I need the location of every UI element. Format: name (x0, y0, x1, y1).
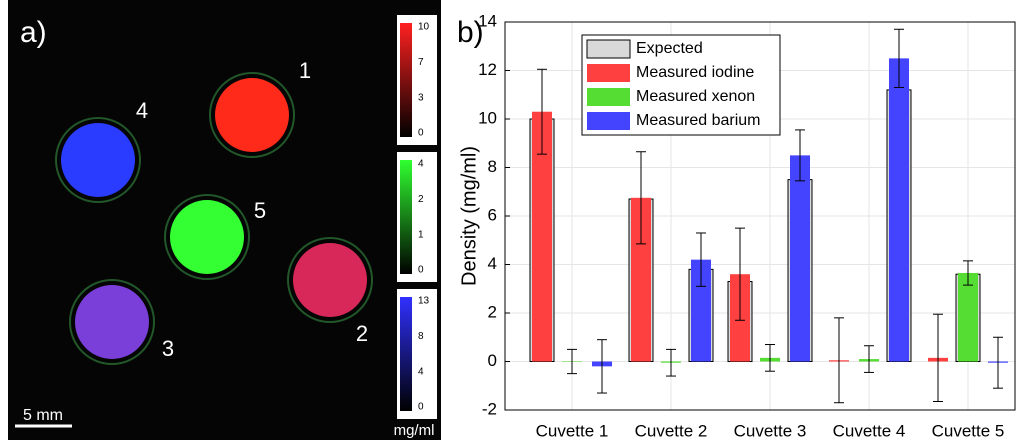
error-bar (834, 317, 844, 404)
error-bar (894, 28, 904, 88)
unit-label: mg/ml (394, 422, 435, 439)
colorbar-tick-label: 8 (418, 331, 424, 342)
bar (691, 259, 711, 362)
colorbar (400, 160, 412, 274)
legend-label: Measured xenon (636, 88, 755, 105)
cuvette (61, 123, 135, 197)
error-bar (735, 227, 745, 321)
colorbar-tick-label: 0 (418, 402, 424, 413)
colorbar-tick-label: 1 (418, 229, 424, 240)
scale-bar-label: 5 mm (23, 407, 63, 424)
legend-swatch (587, 88, 630, 106)
cuvette-rim (69, 279, 155, 365)
legend-swatch (587, 64, 630, 82)
cuvette-label: 2 (356, 321, 368, 346)
colorbar-tick-label: 7 (418, 57, 424, 68)
error-bar (993, 336, 1003, 389)
error-bar (864, 345, 874, 373)
error-bar (765, 344, 775, 372)
colorbar-tick-label: 0 (418, 265, 424, 276)
cuvette (170, 200, 244, 274)
cuvette (75, 285, 149, 359)
cuvette-rim (287, 237, 373, 323)
cuvette-label: 5 (254, 198, 266, 223)
panel-label: b) (457, 16, 484, 49)
error-bar (597, 339, 607, 394)
plot-frame (504, 21, 1016, 411)
bar (958, 272, 978, 362)
y-tick-label: 2 (488, 302, 497, 321)
bar (889, 58, 909, 362)
cuvette (215, 78, 289, 152)
y-tick-label: 8 (488, 157, 497, 176)
error-bar (795, 129, 805, 182)
cuvette-rim (164, 194, 250, 280)
bar (790, 155, 810, 362)
error-bar (666, 348, 676, 377)
y-tick-label: -2 (482, 399, 497, 418)
legend-label: Measured barium (636, 112, 761, 129)
cuvette-label: 3 (162, 336, 174, 361)
panel-label: a) (20, 16, 47, 49)
colorbar-tick-label: 10 (418, 22, 430, 33)
error-bar (537, 68, 547, 155)
x-tick-label: Cuvette 4 (833, 421, 906, 440)
y-tick-label: 4 (488, 254, 497, 273)
colorbar-tick-label: 4 (418, 159, 424, 170)
colorbar (400, 23, 412, 137)
cuvette-label: 4 (136, 98, 148, 123)
error-bar (933, 313, 943, 403)
y-tick-label: 6 (488, 205, 497, 224)
x-tick-label: Cuvette 2 (635, 421, 708, 440)
colorbar-tick-label: 3 (418, 92, 424, 103)
y-tick-label: 14 (478, 11, 497, 30)
cuvette-rim (209, 72, 295, 158)
x-tick-label: Cuvette 1 (536, 421, 609, 440)
y-axis-label: Density (mg/ml) (458, 146, 480, 286)
bar (532, 111, 552, 362)
legend-label: Measured iodine (636, 64, 754, 81)
y-tick-label: 10 (478, 108, 497, 127)
colorbar-tick-label: 2 (418, 194, 424, 205)
colorbar (400, 297, 412, 411)
colorbar-tick-label: 13 (418, 296, 430, 307)
x-tick-label: Cuvette 3 (734, 421, 807, 440)
legend-swatch (587, 112, 630, 130)
cuvette-label: 1 (299, 58, 311, 83)
legend-swatch (586, 39, 631, 59)
error-bar (567, 348, 577, 375)
colorbar-tick-label: 4 (418, 366, 424, 377)
error-bar (636, 151, 646, 245)
x-tick-label: Cuvette 5 (932, 421, 1005, 440)
cuvette (293, 243, 367, 317)
colorbar-tick-label: 0 (418, 128, 424, 139)
y-tick-label: 12 (478, 60, 497, 79)
error-bar (963, 260, 973, 286)
legend-label: Expected (636, 40, 703, 57)
cuvette-rim (55, 117, 141, 203)
bar (631, 197, 651, 362)
error-bar (696, 232, 706, 287)
y-tick-label: 0 (488, 351, 497, 370)
